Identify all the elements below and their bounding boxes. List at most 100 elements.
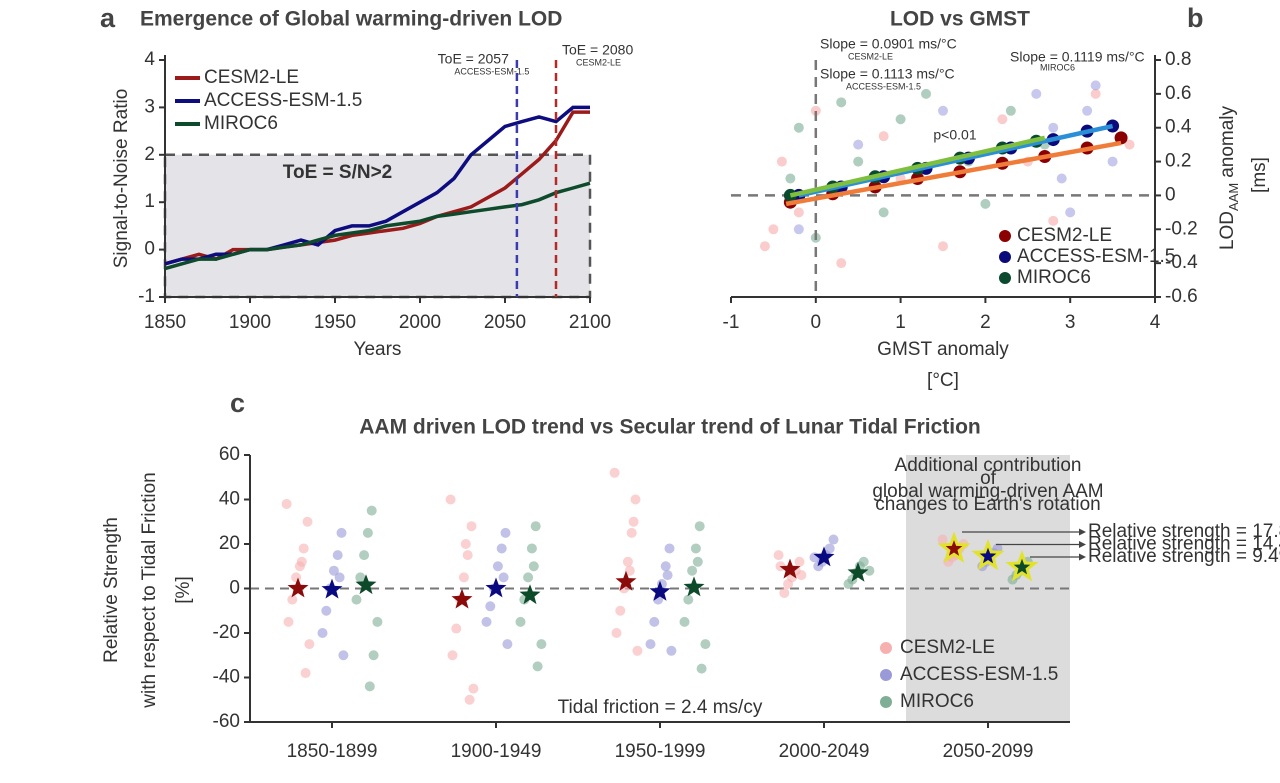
- member-point: [796, 570, 807, 581]
- cloud-point: [1090, 88, 1101, 99]
- member-point: [683, 594, 694, 605]
- member-point: [334, 572, 345, 583]
- member-point: [300, 668, 311, 679]
- mean-star: [451, 588, 473, 609]
- annotation: Tidal friction = 2.4 ms/cy: [558, 697, 763, 718]
- cloud-point: [1065, 207, 1076, 218]
- member-point: [466, 521, 477, 532]
- member-point: [687, 565, 698, 576]
- mean-star: [287, 577, 309, 598]
- mean-star: [937, 531, 971, 563]
- member-point: [500, 527, 511, 538]
- mean-star: [683, 576, 705, 597]
- cloud-point: [1031, 88, 1042, 99]
- member-point: [451, 623, 462, 634]
- cloud-point: [1048, 122, 1059, 133]
- slope-label: Slope = 0.1113 ms/°C: [820, 66, 955, 82]
- member-point: [492, 561, 503, 572]
- toe-model: ACCESS-ESM-1.5: [454, 66, 529, 76]
- member-point: [624, 565, 635, 576]
- cloud-point: [785, 173, 796, 184]
- arrow-head: [1079, 553, 1086, 561]
- cloud-point: [1107, 156, 1118, 167]
- member-point: [664, 543, 675, 554]
- x-tick-label: 2050: [484, 312, 526, 333]
- toe-label: ToE = 2080: [562, 42, 633, 58]
- cloud-point: [1082, 105, 1093, 116]
- cloud-point: [853, 156, 864, 167]
- legend-label: CESM2-LE: [1017, 225, 1112, 246]
- x-tick-label: 2: [980, 312, 991, 333]
- cloud-point: [938, 105, 948, 116]
- member-point: [528, 561, 539, 572]
- cloud-point: [853, 139, 864, 150]
- cloud-point: [921, 88, 932, 99]
- member-point: [626, 527, 637, 538]
- x-tick-label: 2050-2099: [943, 741, 1034, 762]
- legend-label: CESM2-LE: [204, 67, 299, 88]
- member-point: [445, 494, 456, 505]
- member-point: [366, 505, 377, 516]
- cloud-point: [793, 207, 804, 218]
- x-tick-label: 4: [1150, 312, 1161, 333]
- y-tick-label: 2: [144, 144, 155, 165]
- member-point: [609, 467, 620, 478]
- member-point: [843, 579, 854, 590]
- member-point: [690, 543, 701, 554]
- member-point: [287, 594, 298, 605]
- mean-star: [779, 558, 801, 579]
- cloud-point: [895, 114, 906, 125]
- member-point: [526, 543, 537, 554]
- member-point: [351, 594, 362, 605]
- x-tick-label: 2000-2049: [779, 741, 870, 762]
- cloud-point: [759, 241, 770, 252]
- band-label: Additional contribution: [895, 455, 1082, 476]
- slope-model: ACCESS-ESM-1.5: [846, 81, 921, 91]
- member-point: [281, 498, 292, 509]
- x-tick-label: 1850-1899: [287, 741, 378, 762]
- member-point: [649, 616, 660, 627]
- member-point: [332, 550, 343, 561]
- cloud-point: [997, 114, 1008, 125]
- member-point: [364, 681, 375, 692]
- member-point: [496, 543, 507, 554]
- legend-swatch: [880, 696, 892, 708]
- panel-letter: c: [230, 388, 245, 418]
- member-point: [296, 556, 307, 567]
- member-point: [502, 639, 513, 650]
- member-point: [515, 616, 526, 627]
- y-tick-label: 0.2: [1165, 151, 1191, 172]
- p-value: p<0.01: [933, 127, 976, 143]
- x-tick-label: 1900-1949: [451, 741, 542, 762]
- mean-point: [1106, 119, 1120, 133]
- cloud-point: [1005, 105, 1016, 116]
- value-label: Relative strength = 9.49%: [1088, 546, 1280, 567]
- member-point: [447, 650, 458, 661]
- legend-label: MIROC6: [1017, 267, 1091, 288]
- mean-star: [485, 577, 507, 598]
- member-point: [355, 572, 366, 583]
- slope-label: Slope = 0.1119 ms/°C: [1010, 49, 1145, 65]
- member-point: [828, 534, 839, 545]
- fit-line: [785, 140, 1122, 207]
- panel-letter: b: [1187, 3, 1204, 33]
- mean-point: [1114, 131, 1128, 145]
- y-tick-label: 1: [144, 191, 155, 212]
- x-axis-label: GMST anomaly: [877, 339, 1009, 360]
- x-tick-label: 3: [1065, 312, 1076, 333]
- cloud-point: [980, 198, 991, 209]
- y-tick-label: -40: [213, 667, 240, 688]
- mean-star: [971, 538, 1005, 571]
- cloud-point: [1124, 139, 1135, 150]
- cloud-point: [793, 224, 804, 235]
- member-point: [298, 543, 309, 554]
- chart-title: Emergence of Global warming-driven LOD: [140, 8, 562, 31]
- member-point: [692, 556, 703, 567]
- member-point: [372, 616, 383, 627]
- y-tick-label: 0: [1165, 184, 1176, 205]
- member-point: [632, 645, 643, 656]
- cloud-point: [836, 258, 847, 269]
- y-axis-label: Signal-to-Noise Ratio: [111, 89, 132, 269]
- cloud-point: [793, 122, 804, 133]
